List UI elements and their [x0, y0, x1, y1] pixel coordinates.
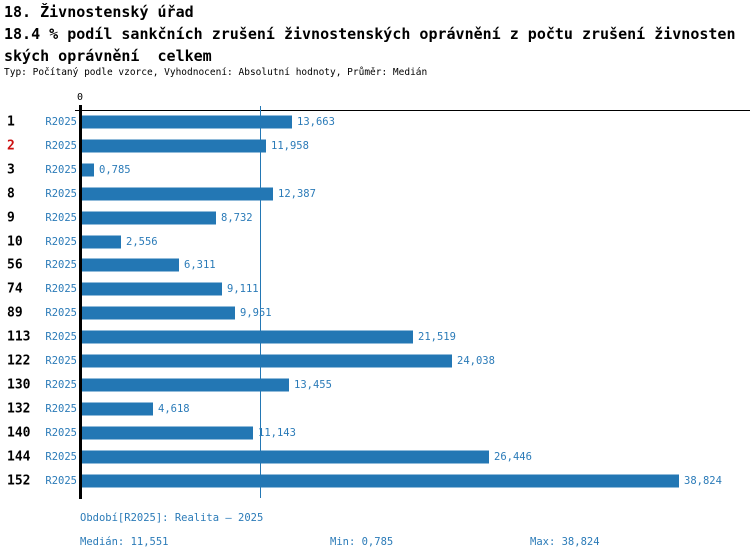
- chart-row: 2 R2025 11,958: [0, 134, 750, 158]
- chart-row: 113 R2025 21,519: [0, 325, 750, 349]
- median-line: [260, 106, 261, 498]
- bar: [82, 354, 452, 368]
- category-label: 122: [7, 353, 31, 369]
- bar: [82, 282, 222, 296]
- axis-zero-tick-label: 0: [76, 92, 84, 103]
- bar: [82, 474, 679, 488]
- bar: [82, 426, 253, 440]
- category-label: 144: [7, 449, 31, 465]
- category-label: 74: [7, 281, 23, 297]
- value-label: 11,143: [258, 426, 296, 439]
- category-label: 8: [7, 186, 15, 202]
- chart-row: 132 R2025 4,618: [0, 397, 750, 421]
- value-label: 26,446: [494, 450, 532, 463]
- value-label: 12,387: [278, 187, 316, 200]
- chart-row: 3 R2025 0,785: [0, 158, 750, 182]
- value-label: 13,663: [297, 115, 335, 128]
- category-label: 152: [7, 473, 31, 489]
- series-label: R2025: [45, 403, 77, 416]
- chart-row: 144 R2025 26,446: [0, 445, 750, 469]
- chart-row: 89 R2025 9,951: [0, 301, 750, 325]
- series-label: R2025: [45, 211, 77, 224]
- category-label: 9: [7, 210, 15, 226]
- series-label: R2025: [45, 187, 77, 200]
- page-title: 18. Živnostenský úřad: [4, 3, 194, 21]
- bar: [82, 115, 292, 129]
- value-label: 11,958: [271, 139, 309, 152]
- category-label: 10: [7, 234, 23, 250]
- chart-row: 10 R2025 2,556: [0, 230, 750, 254]
- series-label: R2025: [45, 259, 77, 272]
- y-axis-line: [79, 105, 82, 499]
- value-label: 8,732: [221, 211, 253, 224]
- series-label: R2025: [45, 379, 77, 392]
- value-label: 9,111: [227, 283, 259, 296]
- chart-row: 140 R2025 11,143: [0, 421, 750, 445]
- value-label: 2,556: [126, 235, 158, 248]
- series-label: R2025: [45, 355, 77, 368]
- chart-row: 8 R2025 12,387: [0, 182, 750, 206]
- x-axis-line: [75, 110, 750, 111]
- value-label: 4,618: [158, 403, 190, 416]
- max-stat-label: Max: 38,824: [530, 536, 600, 548]
- value-label: 0,785: [99, 163, 131, 176]
- value-label: 6,311: [184, 259, 216, 272]
- period-label: Období[R2025]: Realita – 2025: [80, 512, 264, 524]
- series-label: R2025: [45, 115, 77, 128]
- bar: [82, 402, 153, 416]
- category-label: 2: [7, 138, 15, 154]
- bar: [82, 211, 216, 225]
- series-label: R2025: [45, 426, 77, 439]
- bar: [82, 163, 94, 177]
- series-label: R2025: [45, 450, 77, 463]
- bar: [82, 306, 235, 320]
- category-label: 56: [7, 257, 23, 273]
- bar: [82, 258, 179, 272]
- category-label: 140: [7, 425, 31, 441]
- series-label: R2025: [45, 139, 77, 152]
- value-label: 13,455: [294, 379, 332, 392]
- bar: [82, 450, 489, 464]
- chart-subtitle-line2: ských oprávnění celkem: [4, 47, 212, 65]
- series-label: R2025: [45, 474, 77, 487]
- category-label: 1: [7, 114, 15, 130]
- value-label: 9,951: [240, 307, 272, 320]
- bar: [82, 139, 266, 153]
- min-stat-label: Min: 0,785: [330, 536, 394, 548]
- value-label: 21,519: [418, 331, 456, 344]
- bar: [82, 378, 289, 392]
- chart-row: 1 R2025 13,663: [0, 110, 750, 134]
- chart-row: 152 R2025 38,824: [0, 469, 750, 493]
- chart-row: 9 R2025 8,732: [0, 206, 750, 230]
- chart-row: 122 R2025 24,038: [0, 349, 750, 373]
- bar: [82, 330, 413, 344]
- chart-row: 56 R2025 6,311: [0, 254, 750, 278]
- series-label: R2025: [45, 283, 77, 296]
- chart-meta: Typ: Počítaný podle vzorce, Vyhodnocení:…: [4, 67, 428, 78]
- category-label: 132: [7, 401, 31, 417]
- chart-row: 130 R2025 13,455: [0, 373, 750, 397]
- median-stat-label: Medián: 11,551: [80, 536, 169, 548]
- chart-rows: 1 R2025 13,663 2 R2025 11,958 3 R2025 0,…: [0, 110, 750, 493]
- series-label: R2025: [45, 331, 77, 344]
- series-label: R2025: [45, 235, 77, 248]
- bar: [82, 235, 121, 249]
- category-label: 113: [7, 329, 31, 345]
- series-label: R2025: [45, 163, 77, 176]
- series-label: R2025: [45, 307, 77, 320]
- chart-subtitle-line1: 18.4 % podíl sankčních zrušení živnosten…: [4, 25, 736, 43]
- value-label: 38,824: [684, 474, 722, 487]
- chart-row: 74 R2025 9,111: [0, 277, 750, 301]
- bar: [82, 187, 273, 201]
- category-label: 89: [7, 305, 23, 321]
- category-label: 130: [7, 377, 31, 393]
- value-label: 24,038: [457, 355, 495, 368]
- category-label: 3: [7, 162, 15, 178]
